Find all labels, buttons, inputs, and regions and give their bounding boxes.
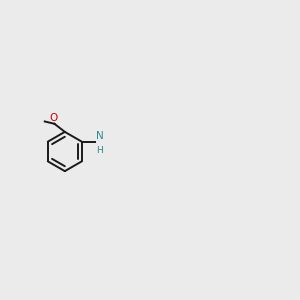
- Text: N: N: [96, 130, 104, 140]
- Text: H: H: [96, 146, 103, 155]
- Text: O: O: [49, 112, 57, 123]
